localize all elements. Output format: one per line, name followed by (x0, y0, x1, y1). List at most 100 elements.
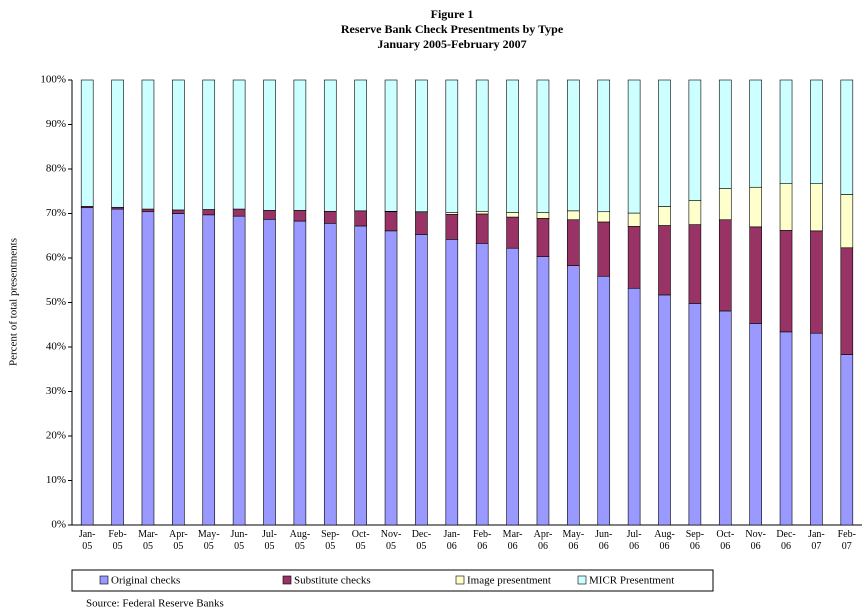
x-tick-label: Jun-05 (230, 529, 247, 552)
x-tick-label: Apr-05 (169, 529, 188, 552)
bar-segment (475, 213, 489, 244)
bar-segment (567, 265, 580, 526)
bar-segment (263, 218, 276, 526)
bar-segment (688, 200, 702, 225)
bar-segment (80, 207, 94, 526)
x-tick-label: Mar-05 (138, 529, 158, 552)
y-tick-label: 10% (46, 474, 66, 486)
bar-segment (323, 210, 337, 224)
y-tick-label: 70% (46, 207, 66, 219)
bar-segment (445, 214, 459, 240)
bar-segment (141, 211, 155, 526)
bar-segment (567, 219, 580, 266)
x-tick-label: Aug-05 (290, 529, 311, 552)
bar-segment (293, 220, 307, 526)
bar-segment (293, 79, 307, 211)
x-tick-label: Jun-06 (595, 529, 612, 552)
x-tick-label: Nov-06 (745, 529, 766, 552)
bar-segment (202, 209, 216, 216)
y-tick-label: 20% (46, 430, 66, 442)
bar-segment (658, 294, 671, 526)
bar-segment (293, 210, 307, 222)
bar-segment (597, 211, 611, 223)
x-tick-label: Oct-06 (716, 529, 734, 552)
x-tick-label: Jan-07 (808, 529, 825, 552)
legend-label: MICR Presentment (589, 575, 674, 587)
bar-segment (779, 183, 793, 231)
bar-segment (840, 79, 854, 195)
x-tick-label: Jul-06 (627, 529, 642, 552)
legend-swatch (282, 575, 292, 585)
bar-segment (202, 79, 216, 210)
bar-segment (354, 210, 367, 227)
bar-segment (445, 239, 459, 526)
bar-segment (445, 79, 459, 213)
bar-segment (840, 354, 854, 526)
x-tick-label: Feb-05 (108, 529, 126, 552)
bar-segment (354, 225, 367, 526)
bar-segment (80, 79, 94, 207)
bar-segment (749, 226, 762, 324)
bar-segment (141, 208, 155, 213)
legend-label: Substitute checks (294, 575, 371, 587)
legend-swatch (455, 575, 465, 585)
bar-segment (627, 226, 641, 289)
bar-segment (749, 186, 762, 228)
bar-segment (263, 210, 276, 220)
bar-segment (506, 79, 519, 213)
bar-segment (779, 331, 793, 526)
y-tick-label: 50% (46, 296, 66, 308)
x-tick-label: May-06 (563, 529, 585, 552)
bar-segment (718, 79, 732, 189)
bar-segment (718, 310, 732, 526)
y-axis-label: Percent of total presentments (8, 238, 20, 366)
bar-segment (658, 225, 671, 296)
x-tick-label: May-05 (198, 529, 220, 552)
x-tick-label: Apr-06 (534, 529, 553, 552)
y-tick-label: 30% (46, 385, 66, 397)
bar-segment (627, 287, 641, 526)
legend-swatch (577, 575, 587, 585)
x-tick-label: Dec-05 (412, 529, 431, 552)
x-tick-label: Sep-05 (321, 529, 339, 552)
x-tick-label: Jan-06 (443, 529, 460, 552)
bar-segment (536, 79, 550, 213)
bar-segment (232, 208, 246, 217)
bar-segment (840, 194, 854, 249)
bar-segment (415, 234, 428, 526)
bar-segment (840, 247, 854, 355)
y-tick-label: 80% (46, 163, 66, 175)
x-tick-label: Oct-05 (352, 529, 370, 552)
bar-segment (384, 211, 398, 232)
bar-segment (111, 208, 124, 526)
bar-segment (415, 212, 428, 235)
bar-segment (779, 79, 793, 184)
x-tick-label: Mar-06 (503, 529, 523, 552)
chart-subtitle: January 2005-February 2007 (377, 37, 526, 51)
bar-segment (232, 79, 246, 210)
bar-segment (475, 79, 489, 212)
bar-segment (567, 210, 580, 221)
x-tick-label: Feb-07 (838, 529, 856, 552)
bar-segment (415, 79, 428, 213)
bar-segment (506, 247, 519, 526)
bar-segment (354, 79, 367, 212)
x-tick-label: Jan-05 (79, 529, 96, 552)
bar-segment (688, 79, 702, 201)
bar-segment (718, 188, 732, 221)
legend-box (71, 569, 714, 592)
chart-title: Figure 1 (431, 7, 474, 21)
bar-segment (232, 215, 246, 526)
bar-segment (202, 214, 216, 526)
legend-label: Image presentment (467, 575, 551, 587)
x-tick-label: Feb-06 (473, 529, 491, 552)
bar-segment (749, 79, 762, 188)
chart-subtitle: Reserve Bank Check Presentments by Type (341, 22, 564, 36)
bar-segment (567, 79, 580, 212)
y-tick-label: 40% (46, 341, 66, 353)
bar-segment (475, 243, 489, 526)
bar-segment (658, 79, 671, 207)
bar-segment (536, 212, 550, 219)
x-tick-label: Nov-05 (381, 529, 402, 552)
